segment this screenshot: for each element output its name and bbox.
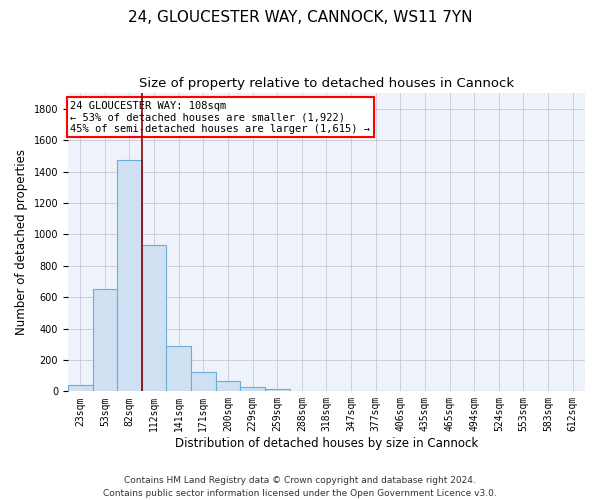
Bar [215,382,240,392]
Y-axis label: Number of detached properties: Number of detached properties [15,149,28,335]
Bar [265,390,290,392]
X-axis label: Distribution of detached houses by size in Cannock: Distribution of detached houses by size … [175,437,478,450]
Bar [240,388,265,392]
Bar [117,160,142,392]
Bar [191,372,215,392]
Title: Size of property relative to detached houses in Cannock: Size of property relative to detached ho… [139,78,514,90]
Text: 24 GLOUCESTER WAY: 108sqm
← 53% of detached houses are smaller (1,922)
45% of se: 24 GLOUCESTER WAY: 108sqm ← 53% of detac… [70,100,370,134]
Text: 24, GLOUCESTER WAY, CANNOCK, WS11 7YN: 24, GLOUCESTER WAY, CANNOCK, WS11 7YN [128,10,472,25]
Bar [68,386,92,392]
Text: Contains HM Land Registry data © Crown copyright and database right 2024.
Contai: Contains HM Land Registry data © Crown c… [103,476,497,498]
Bar [142,244,166,392]
Bar [92,290,117,392]
Bar [166,346,191,392]
